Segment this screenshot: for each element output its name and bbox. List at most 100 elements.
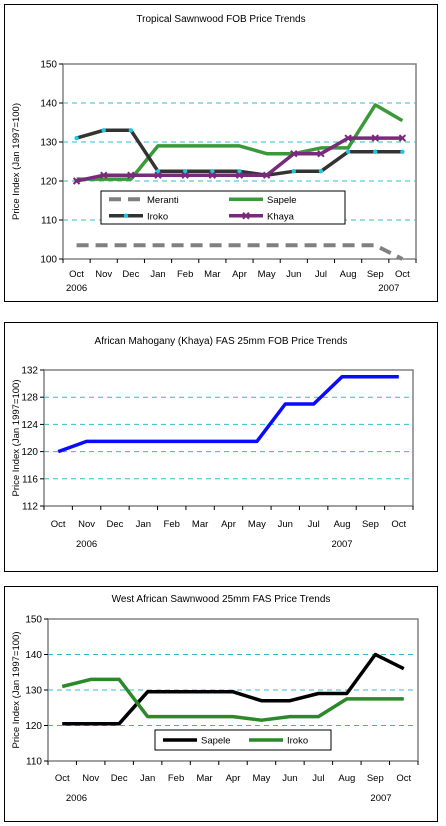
x-tick-label: Oct	[69, 269, 84, 280]
data-point	[400, 149, 405, 154]
marker-stroke	[127, 171, 135, 179]
series-line-iroko	[61, 677, 404, 722]
data-point	[371, 134, 379, 142]
chart-svg-tropical-sawnwood: Tropical Sawnwood FOB Price Trends 100 110…	[11, 14, 417, 294]
data-point	[210, 169, 215, 174]
x-tick-label: Dec	[107, 519, 124, 530]
x-tick-label: Oct	[396, 773, 411, 784]
marker-stroke	[317, 149, 325, 158]
chart-svg-african-mahogany: African Mahogany (Khaya) FAS 25mm FOB Pr…	[11, 336, 414, 550]
legend-box	[154, 729, 332, 751]
marker-stroke	[398, 134, 407, 142]
data-point	[235, 171, 244, 179]
y-tick-label: 124	[21, 420, 38, 431]
data-point	[154, 171, 162, 179]
series-line-sapele	[62, 652, 405, 726]
data-point	[100, 171, 108, 179]
data-point	[72, 177, 81, 185]
x-tick-label: Nov	[95, 269, 112, 280]
data-point	[290, 149, 298, 158]
x-tick-label: Jul	[308, 519, 320, 530]
x-tick-label: Mar	[196, 773, 212, 784]
plot-area	[43, 369, 414, 507]
year-label: 2006	[76, 539, 97, 550]
data-point	[155, 169, 161, 174]
x-tick-label: Nov	[78, 519, 95, 530]
x-tick-label: Jun	[282, 773, 297, 784]
y-tick-label: 120	[21, 447, 38, 458]
chart-panel-west-african-sawnwood: West African Sawnwood 25mm FAS Price Tre…	[4, 586, 438, 822]
data-point	[291, 169, 297, 174]
data-point	[398, 134, 407, 142]
series-line-meranti	[76, 243, 404, 261]
y-tick-label: 120	[25, 721, 42, 732]
y-axis-label: Price Index (Jan 1997=100)	[11, 380, 22, 497]
x-tick-label: Aug	[340, 269, 357, 280]
y-axis-label: Price Index (Jan 1997=100)	[11, 632, 22, 749]
x-tick-label: Apr	[226, 773, 241, 784]
data-point	[208, 171, 217, 179]
marker-stroke	[208, 171, 217, 179]
series-line-khaya	[57, 375, 399, 454]
x-tick-label: Feb	[164, 519, 180, 530]
x-tick-label: Feb	[177, 269, 193, 280]
y-tick-label: 120	[40, 177, 57, 188]
chart-title: African Mahogany (Khaya) FAS 25mm FOB Pr…	[95, 336, 348, 347]
legend-box	[100, 190, 346, 225]
x-tick-label: Jul	[312, 773, 324, 784]
x-tick-label: May	[258, 269, 276, 280]
x-tick-label: Aug	[334, 519, 351, 530]
x-tick-label: Jan	[150, 269, 165, 280]
x-tick-label: Feb	[168, 773, 184, 784]
data-point	[373, 149, 378, 154]
legend-label-meranti: Meranti	[147, 195, 179, 206]
legend-label-sapele: Sapele	[267, 195, 297, 206]
y-tick-label: 140	[40, 99, 57, 110]
x-tick-label: Jun	[278, 519, 293, 530]
data-point	[127, 171, 135, 179]
y-tick-label: 116	[22, 474, 38, 485]
y-tick-label: 132	[21, 366, 38, 377]
data-point	[262, 171, 271, 179]
x-tick-label: Sep	[362, 519, 379, 530]
x-tick-label: Oct	[51, 519, 66, 530]
x-tick-label: May	[248, 519, 266, 530]
data-point	[344, 134, 352, 142]
chart-svg-west-african-sawnwood: West African Sawnwood 25mm FAS Price Tre…	[11, 594, 419, 804]
data-point	[345, 149, 351, 154]
y-tick-label: 128	[21, 393, 38, 404]
x-tick-label: May	[252, 773, 270, 784]
marker-stroke	[100, 171, 108, 179]
x-tick-label: Oct	[391, 519, 406, 530]
year-label: 2007	[370, 793, 391, 804]
marker-stroke	[72, 177, 81, 185]
chart-title: Tropical Sawnwood FOB Price Trends	[136, 14, 305, 25]
data-point	[317, 149, 325, 158]
marker-stroke	[371, 134, 379, 142]
data-point	[182, 169, 188, 174]
data-point	[318, 169, 324, 174]
marker-stroke	[181, 171, 189, 179]
legend-marker	[123, 213, 129, 218]
x-tick-label: Jun	[286, 269, 301, 280]
data-point	[74, 135, 79, 141]
x-tick-label: Jul	[315, 269, 327, 280]
x-tick-label: Sep	[367, 773, 384, 784]
marker-stroke	[262, 171, 271, 179]
chart-panel-african-mahogany: African Mahogany (Khaya) FAS 25mm FOB Pr…	[4, 322, 438, 572]
y-tick-label: 112	[22, 502, 38, 513]
y-tick-label: 150	[25, 615, 42, 626]
data-point	[237, 169, 242, 174]
y-tick-label: 130	[40, 138, 57, 149]
x-tick-label: Jan	[140, 773, 155, 784]
x-tick-label: Dec	[111, 773, 128, 784]
chart-panel-tropical-sawnwood: Tropical Sawnwood FOB Price Trends 100 110…	[4, 4, 438, 302]
y-tick-label: 150	[40, 60, 57, 71]
x-tick-label: Mar	[192, 519, 208, 530]
plot-area	[62, 63, 417, 260]
legend-marker	[242, 212, 250, 220]
data-point	[101, 128, 106, 133]
x-tick-label: Nov	[82, 773, 99, 784]
legend-label-sapele: Sapele	[201, 736, 231, 747]
y-tick-label: 130	[25, 686, 42, 697]
